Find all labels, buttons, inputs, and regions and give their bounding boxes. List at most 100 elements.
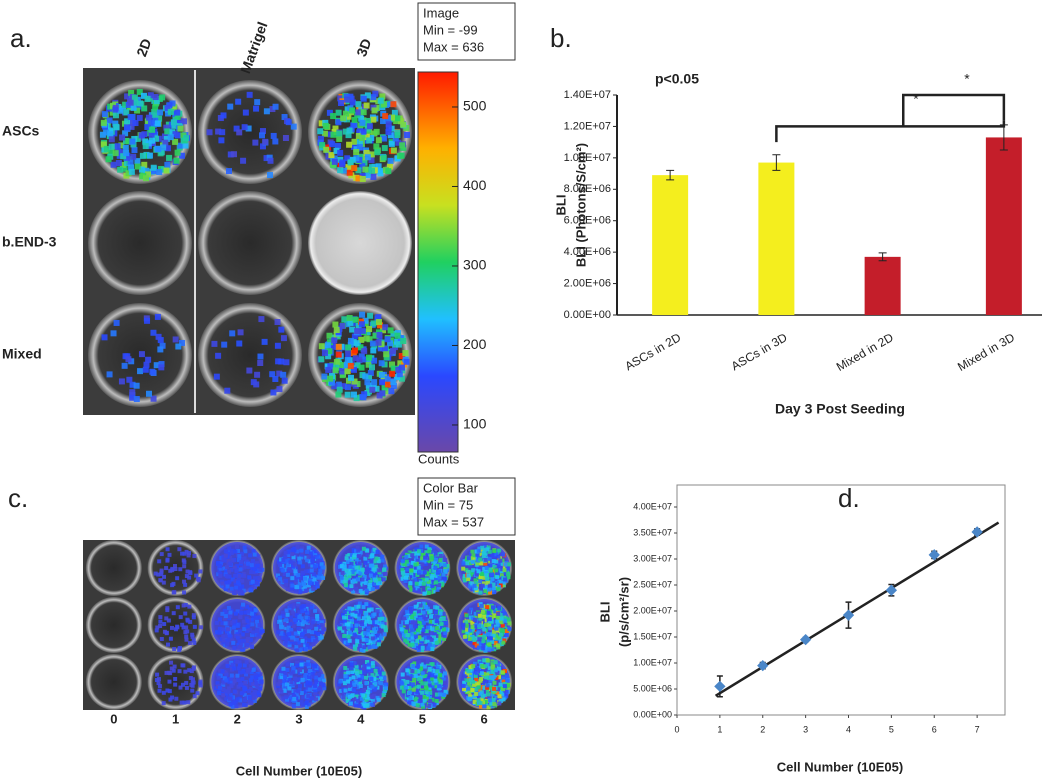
signal-pixel	[492, 675, 496, 679]
signal-pixel	[248, 588, 252, 592]
signal-pixel	[417, 549, 421, 553]
signal-pixel	[278, 359, 284, 365]
signal-pixel	[253, 567, 257, 571]
signal-pixel	[428, 699, 432, 703]
signal-pixel	[232, 591, 236, 595]
signal-pixel	[394, 333, 400, 339]
x-tick-label: 5	[889, 724, 894, 734]
signal-pixel	[370, 174, 376, 180]
signal-pixel	[341, 316, 347, 322]
signal-pixel	[158, 364, 164, 370]
signal-pixel	[262, 139, 268, 145]
point	[971, 526, 982, 537]
column-label: 6	[481, 711, 488, 726]
signal-pixel	[488, 584, 492, 588]
signal-pixel	[355, 671, 359, 675]
colorbar	[418, 72, 458, 452]
y-tick-label: 1.50E+07	[633, 631, 672, 641]
signal-pixel	[435, 606, 439, 610]
signal-pixel	[119, 135, 125, 141]
signal-pixel	[307, 555, 311, 559]
signal-pixel	[361, 109, 367, 115]
signal-pixel	[177, 648, 181, 652]
signal-pixel	[442, 693, 446, 697]
signal-pixel	[224, 621, 228, 625]
signal-pixel	[234, 586, 238, 590]
signal-pixel	[183, 135, 189, 141]
signal-pixel	[168, 689, 172, 693]
signal-pixel	[369, 677, 373, 681]
signal-pixel	[344, 97, 350, 103]
signal-pixel	[281, 569, 285, 573]
signal-pixel	[370, 702, 374, 706]
signal-pixel	[184, 681, 188, 685]
signal-pixel	[144, 318, 150, 324]
column-label: 2	[234, 711, 241, 726]
signal-pixel	[226, 638, 230, 642]
signal-pixel	[365, 638, 369, 642]
signal-pixel	[279, 625, 283, 629]
info-text: Min = 75	[423, 497, 473, 512]
signal-pixel	[404, 132, 410, 138]
signal-pixel	[301, 564, 305, 568]
signal-pixel	[164, 162, 170, 168]
signal-pixel	[323, 147, 329, 153]
signal-pixel	[247, 575, 251, 579]
signal-pixel	[167, 553, 171, 557]
signal-pixel	[380, 555, 384, 559]
signal-pixel	[418, 699, 422, 703]
signal-pixel	[179, 615, 183, 619]
info-text: Image	[423, 5, 459, 20]
panel-label: a.	[10, 23, 32, 53]
signal-pixel	[215, 353, 221, 359]
signal-pixel	[411, 664, 415, 668]
signal-pixel	[416, 703, 420, 707]
signal-pixel	[306, 662, 310, 666]
signal-pixel	[283, 359, 289, 365]
signal-pixel	[317, 687, 321, 691]
signal-pixel	[173, 336, 179, 342]
signal-pixel	[382, 577, 386, 581]
column-label: 0	[110, 711, 117, 726]
signal-pixel	[220, 669, 224, 673]
signal-pixel	[254, 372, 260, 378]
signal-pixel	[248, 628, 252, 632]
signal-pixel	[254, 99, 260, 105]
signal-pixel	[380, 559, 384, 563]
signal-pixel	[365, 154, 371, 160]
signal-pixel	[160, 552, 164, 556]
signal-pixel	[278, 616, 282, 620]
signal-pixel	[350, 666, 354, 670]
signal-pixel	[388, 158, 394, 164]
signal-pixel	[218, 686, 222, 690]
signal-pixel	[498, 559, 502, 563]
signal-pixel	[162, 622, 166, 626]
signal-pixel	[236, 624, 240, 628]
signal-pixel	[427, 704, 431, 708]
signal-pixel	[234, 612, 238, 616]
signal-pixel	[405, 680, 409, 684]
signal-pixel	[313, 578, 317, 582]
signal-pixel	[411, 682, 415, 686]
signal-pixel	[123, 150, 129, 156]
signal-pixel	[462, 684, 466, 688]
signal-pixel	[492, 559, 496, 563]
signal-pixel	[242, 670, 246, 674]
signal-pixel	[346, 671, 350, 675]
signal-pixel	[285, 682, 289, 686]
signal-pixel	[477, 569, 481, 573]
signal-pixel	[347, 128, 353, 134]
signal-pixel	[215, 621, 219, 625]
signal-pixel	[321, 576, 325, 580]
signal-pixel	[231, 663, 235, 667]
signal-pixel	[235, 674, 239, 678]
signal-pixel	[415, 582, 419, 586]
signal-pixel	[422, 615, 426, 619]
signal-pixel	[435, 626, 439, 630]
signal-pixel	[224, 388, 230, 394]
signal-pixel	[489, 636, 493, 640]
signal-pixel	[364, 602, 368, 606]
signal-pixel	[374, 149, 380, 155]
signal-pixel	[422, 582, 426, 586]
p-value: p<0.05	[655, 71, 699, 87]
